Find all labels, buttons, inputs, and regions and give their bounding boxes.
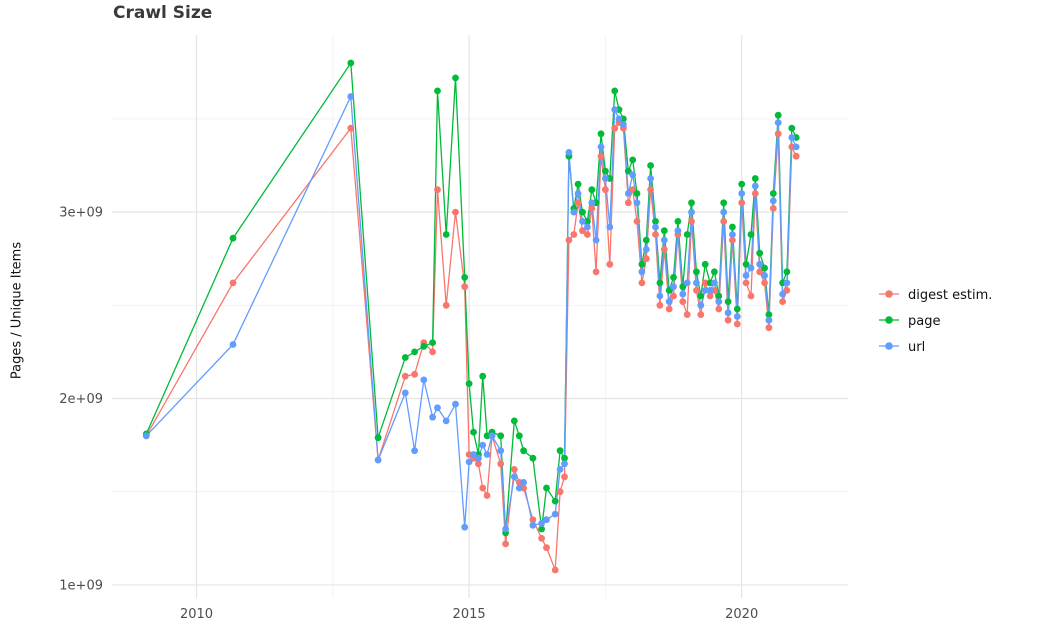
series-points-url (142, 93, 800, 533)
series-line-digest-estim- (145, 121, 797, 571)
x-tick-label: 2015 (453, 607, 486, 622)
series-points-digest-estim- (142, 119, 800, 574)
legend-key-icon (878, 312, 900, 331)
y-axis-label: Pages / Unique Items (9, 241, 25, 380)
legend-label: digest estim. (908, 288, 993, 303)
y-tick-label: 1e+09 (59, 578, 103, 593)
series-points-page (142, 59, 800, 537)
legend-item-page: page (878, 312, 992, 331)
x-tick-label: 2010 (180, 607, 213, 622)
legend-label: url (908, 340, 926, 355)
legend-item-url: url (878, 338, 992, 357)
x-tick-label: 2020 (725, 607, 758, 622)
legend: digest estim. page url (878, 286, 992, 357)
legend-key-icon (878, 286, 900, 305)
y-tick-label: 3e+09 (59, 206, 103, 221)
legend-label: page (908, 314, 941, 329)
chart-title: Crawl Size (113, 3, 213, 23)
y-tick-label: 2e+09 (59, 392, 103, 407)
legend-item-digest-estim-: digest estim. (878, 286, 992, 305)
legend-key-icon (878, 338, 900, 357)
